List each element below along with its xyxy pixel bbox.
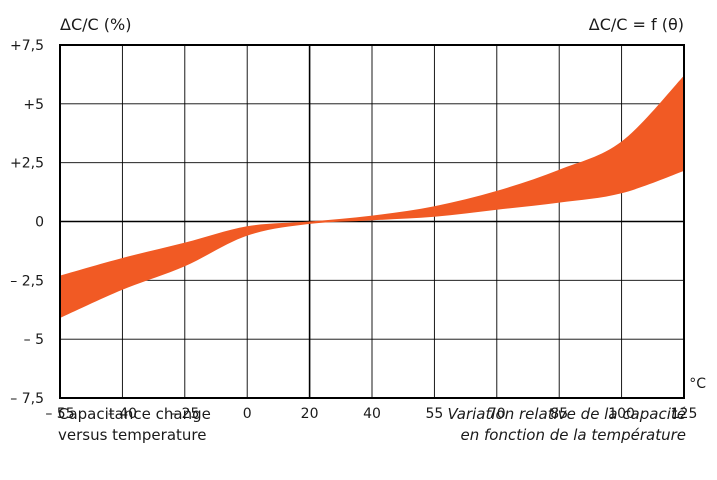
caption-french: Variation relative de la capacité en fon… [366, 404, 686, 446]
x-tick-label: – 55 [45, 406, 74, 422]
caption-english: Capacitance change versus temperature [58, 404, 278, 446]
y-tick-label: – 7,5 [10, 391, 44, 407]
capacitance-band [60, 75, 684, 318]
x-tick-label: – 40 [108, 406, 137, 422]
y-tick-label: 0 [35, 215, 44, 231]
caption-french-line2: en fonction de la température [460, 426, 686, 444]
caption-french-line1: Variation relative de la capacité [447, 405, 686, 423]
x-tick-label: 100 [608, 406, 635, 422]
y-tick-label: +5 [23, 97, 44, 113]
plot-frame [59, 44, 685, 399]
x-tick-label: 55 [425, 406, 443, 422]
caption-english-line2: versus temperature [58, 426, 207, 444]
x-tick-label: 0 [243, 406, 252, 422]
y-tick-label: +2,5 [10, 156, 44, 172]
y-tick-label: – 5 [24, 332, 44, 348]
y-axis-title: ΔC/C (%) [60, 15, 131, 34]
formula-title: ΔC/C = f (θ) [589, 15, 684, 34]
caption-english-line1: Capacitance change [58, 405, 211, 423]
x-tick-label: 125 [671, 406, 698, 422]
y-tick-label: – 2,5 [10, 273, 44, 289]
y-tick-label: +7,5 [10, 38, 44, 54]
x-tick-label: 85 [550, 406, 568, 422]
x-unit-label: °C [689, 376, 706, 392]
x-tick-label: 70 [488, 406, 506, 422]
x-tick-label: – 25 [170, 406, 199, 422]
x-tick-label: 20 [301, 406, 319, 422]
x-tick-label: 40 [363, 406, 381, 422]
